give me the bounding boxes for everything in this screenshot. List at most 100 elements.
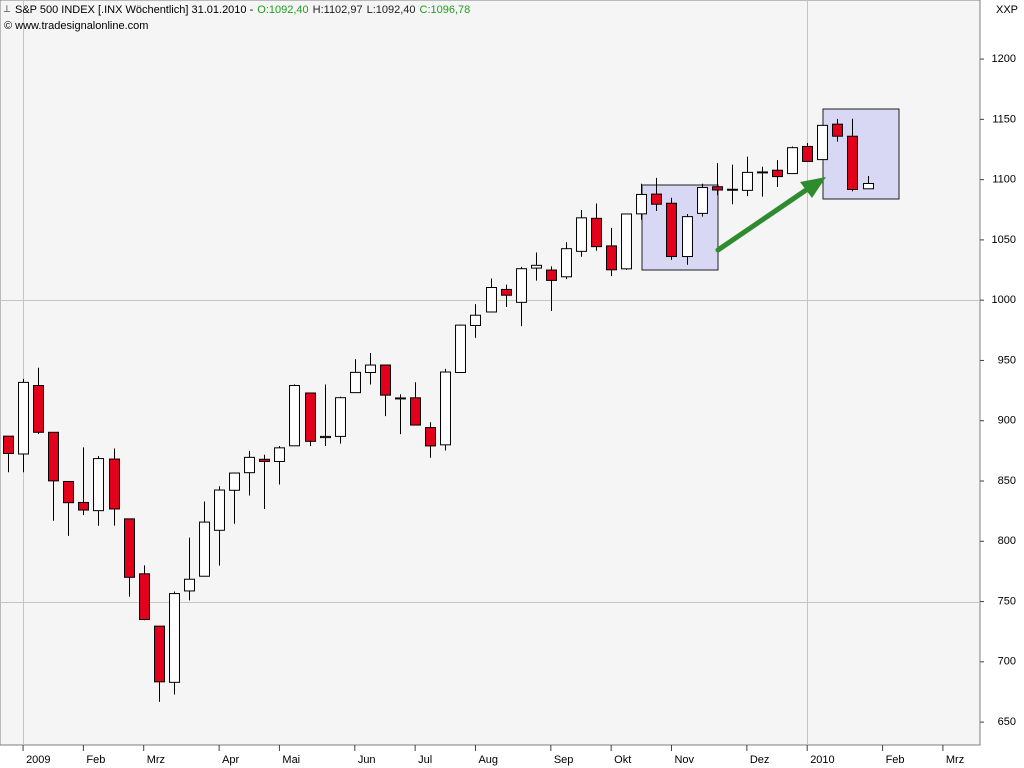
- candle-body: [33, 385, 44, 433]
- candle-body: [169, 593, 180, 683]
- candle-body: [289, 385, 300, 447]
- candle-body: [78, 501, 89, 511]
- candle-body: [486, 287, 497, 313]
- candle-body: [621, 213, 632, 270]
- y-tick-label: 750: [998, 595, 1016, 607]
- candle-body: [320, 435, 331, 439]
- plot-area: [0, 0, 981, 746]
- y-tick-label: 1100: [992, 174, 1016, 186]
- y-tick-label: 1050: [992, 234, 1016, 246]
- candle-body: [787, 147, 798, 175]
- x-tick-label: Okt: [614, 754, 631, 766]
- y-tick-label: 1200: [992, 53, 1016, 65]
- x-tick-label: Jul: [418, 754, 432, 766]
- candle-body: [847, 135, 858, 191]
- candle-body: [350, 371, 361, 394]
- candle-body: [244, 456, 255, 474]
- x-tick-label: Sep: [554, 754, 574, 766]
- candle-body: [425, 427, 436, 447]
- x-tick-label: Feb: [886, 754, 905, 766]
- x-tick-label: 2010: [810, 754, 834, 766]
- header-icon: ⊥: [3, 3, 11, 13]
- candle-body: [712, 186, 723, 191]
- close-text: C:1096,78: [420, 4, 471, 16]
- candles: [3, 118, 874, 702]
- candle-body: [154, 625, 165, 683]
- chart-title: S&P 500 INDEX [.INX Wöchentlich] 31.01.2…: [15, 4, 254, 16]
- y-axis-label: XXP: [996, 4, 1018, 16]
- candle-body: [772, 169, 783, 178]
- candle-body: [697, 186, 708, 214]
- x-tick-label: Mrz: [147, 754, 165, 766]
- candle-body: [365, 364, 376, 373]
- candle-body: [832, 123, 843, 137]
- candle-body: [516, 268, 527, 303]
- candle-body: [802, 145, 813, 162]
- candle-body: [531, 264, 542, 269]
- x-tick-label: Apr: [222, 754, 239, 766]
- candle-body: [3, 435, 14, 455]
- axes: 650 700 750 800 850 900 950 1000 1050 1100 1150 120…: [22, 53, 1016, 766]
- candle-body: [742, 171, 753, 191]
- x-tick-label: Nov: [674, 754, 694, 766]
- candle-body: [184, 578, 195, 592]
- candle-body: [410, 397, 421, 426]
- candle-body: [636, 193, 647, 215]
- candle-body: [395, 397, 406, 400]
- candle-body: [682, 216, 693, 258]
- y-tick-label: 800: [998, 535, 1016, 547]
- candle-body: [576, 217, 587, 252]
- chart-header: S&P 500 INDEX [.INX Wöchentlich] 31.01.2…: [15, 4, 470, 16]
- candle-body: [727, 188, 738, 191]
- x-tick-label: Aug: [478, 754, 498, 766]
- x-tick-label: Mai: [282, 754, 300, 766]
- x-tick-label: Jun: [358, 754, 376, 766]
- candle-body: [335, 397, 346, 437]
- x-tick-label: Feb: [86, 754, 105, 766]
- candle-body: [18, 381, 29, 455]
- candle-body: [93, 458, 104, 512]
- open-text: O:1092,40: [257, 4, 308, 16]
- candle-body: [546, 269, 557, 281]
- candle-body: [757, 171, 768, 174]
- arrow-shaft: [715, 183, 815, 253]
- candle-body: [259, 458, 270, 462]
- y-tick-label: 650: [998, 716, 1016, 728]
- candle-body: [109, 458, 120, 510]
- candle-body: [470, 314, 481, 326]
- highlight-box: [822, 108, 900, 200]
- x-tick-label: 2009: [26, 754, 50, 766]
- candle-body: [651, 193, 662, 205]
- candle-body: [139, 573, 150, 621]
- candle-body: [63, 480, 74, 504]
- candle-body: [606, 245, 617, 271]
- y-tick-label: 1000: [992, 294, 1016, 306]
- y-tick-label: 850: [998, 475, 1016, 487]
- candle-body: [817, 124, 828, 161]
- y-tick-label: 900: [998, 415, 1016, 427]
- low-text: L:1092,40: [367, 4, 416, 16]
- candle-body: [440, 371, 451, 446]
- x-tick-label: Mrz: [946, 754, 964, 766]
- y-tick-label: 1150: [992, 113, 1016, 125]
- y-tick-label: 700: [998, 656, 1016, 668]
- candle-body: [124, 518, 135, 578]
- candle-body: [229, 472, 240, 491]
- x-tick-label: Dez: [750, 754, 770, 766]
- high-text: H:1102,97: [313, 4, 363, 16]
- candle-body: [591, 217, 602, 248]
- candle-body: [863, 183, 874, 190]
- candle-body: [501, 288, 512, 296]
- y-tick-label: 950: [998, 354, 1016, 366]
- candle-body: [666, 202, 677, 258]
- candle-body: [380, 364, 391, 396]
- candle-body: [199, 521, 210, 577]
- candle-body: [214, 489, 225, 531]
- arrow: [715, 177, 826, 253]
- candle-body: [48, 431, 59, 482]
- candle-body: [455, 324, 466, 373]
- source: © www.tradesignalonline.com: [4, 20, 148, 32]
- candle-body: [274, 447, 285, 462]
